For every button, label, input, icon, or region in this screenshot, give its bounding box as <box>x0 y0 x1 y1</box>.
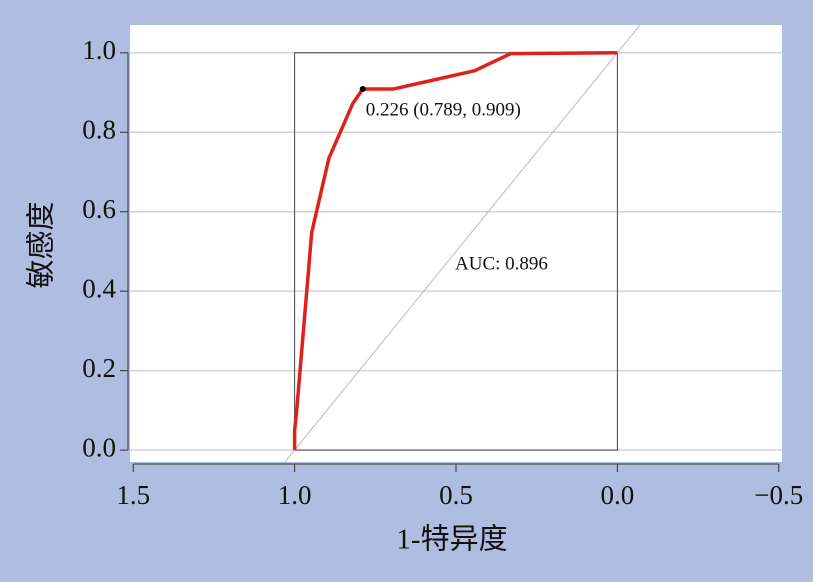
y-tick-label: 0.2 <box>82 353 116 383</box>
y-tick-label: 0.8 <box>82 114 116 144</box>
y-axis-label: 敏感度 <box>25 201 58 288</box>
threshold-point <box>359 85 366 92</box>
roc-curve <box>292 51 618 451</box>
diagonal <box>284 24 641 463</box>
x-tick-label: −0.5 <box>754 480 803 510</box>
y-tick-label: 0.0 <box>82 432 116 462</box>
x-tick-label: 0.0 <box>601 480 635 510</box>
y-tick-label: 0.4 <box>82 273 116 303</box>
plot-area <box>130 25 782 462</box>
x-tick-label: 1.0 <box>278 480 312 510</box>
auc-label: AUC: 0.896 <box>455 253 548 274</box>
reference-box <box>294 52 618 451</box>
x-tick-label: 0.5 <box>439 480 473 510</box>
y-tick-label: 0.6 <box>82 194 116 224</box>
y-tick-label: 1.0 <box>82 35 116 65</box>
x-axis-label: 1-特异度 <box>396 523 507 556</box>
x-tick-label: 1.5 <box>116 480 150 510</box>
threshold-label: 0.226 (0.789, 0.909) <box>366 99 521 120</box>
